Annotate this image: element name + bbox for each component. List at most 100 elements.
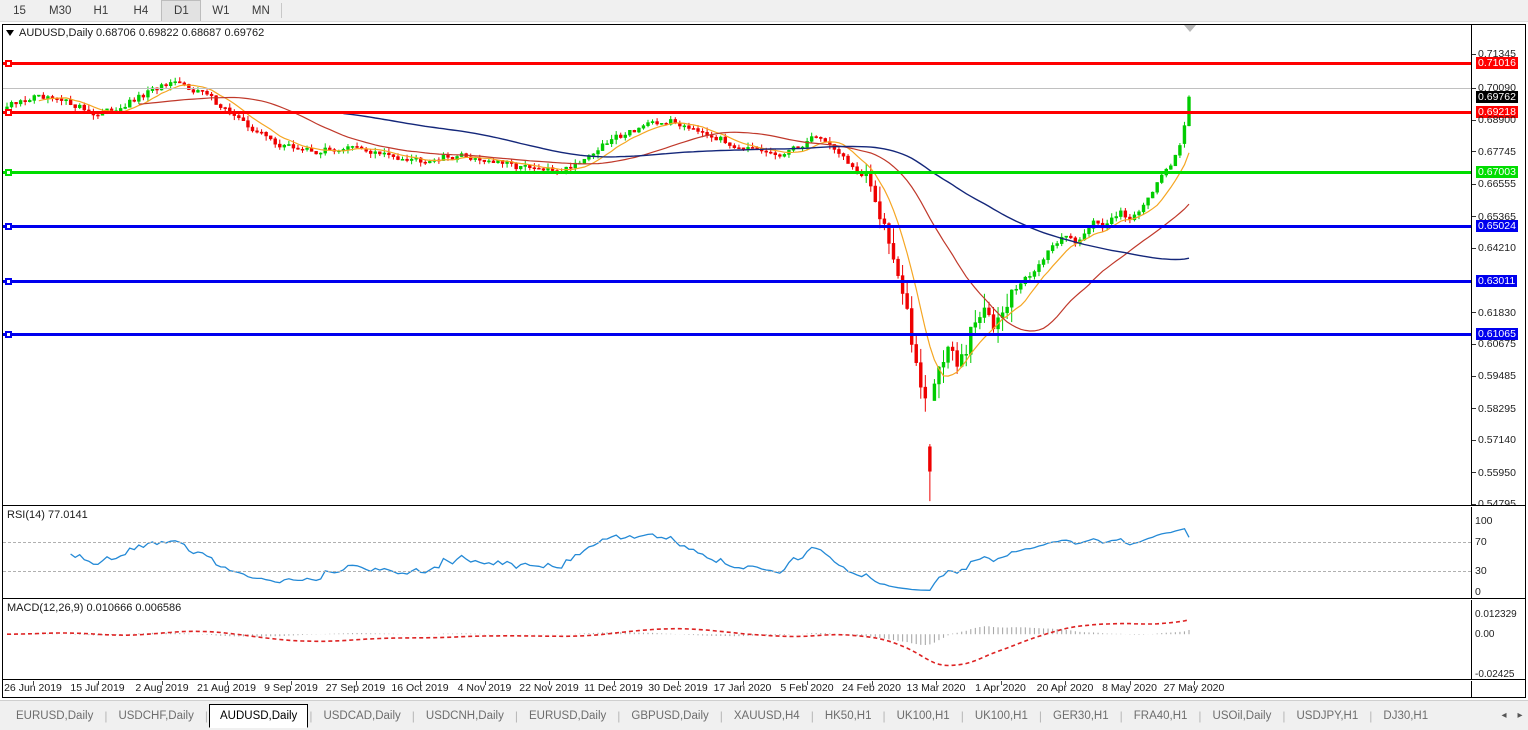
chart-tab-fra40-h1[interactable]: FRA40,H1 (1133, 709, 1188, 722)
collapse-triangle-icon[interactable] (6, 30, 14, 36)
level-line-handle[interactable] (5, 330, 12, 338)
tab-separator: | (309, 708, 313, 723)
timeframe-button-m30[interactable]: M30 (49, 4, 72, 17)
tab-separator: | (411, 708, 415, 723)
price-tick-0-69218[interactable]: 0.69218 (1472, 105, 1525, 118)
chart-tab-usdcad-daily[interactable]: USDCAD,Daily (323, 709, 401, 722)
rsi-pane[interactable]: RSI(14) 77.0141 100 70 30 0 (3, 507, 1525, 599)
rsi-level-70 (3, 542, 1471, 544)
macd-tick-1: 0.00 (1475, 628, 1495, 640)
price-plot-area[interactable] (3, 25, 1471, 505)
timeframe-button-h1[interactable]: H1 (93, 4, 109, 17)
price-tick-label: 0.60675 (1478, 338, 1516, 351)
date-tick-mark (484, 681, 486, 685)
level-line-resistance-upper[interactable] (3, 59, 1471, 67)
timeframe-button-mn[interactable]: MN (251, 4, 270, 17)
chart-tab-uk100-h1[interactable]: UK100,H1 (974, 709, 1028, 722)
date-axis: 26 Jun 2019 15 Jul 2019 2 Aug 2019 21 Aug 2… (3, 681, 1525, 697)
chart-tab-gbpusd-daily[interactable]: GBPUSD,Daily (631, 709, 709, 722)
timeframe-button-d1[interactable]: D1 (161, 0, 202, 21)
chart-tab-xauusd-h4[interactable]: XAUUSD,H4 (733, 709, 800, 722)
price-tick-label: 0.67745 (1478, 145, 1516, 158)
current-price-gridline (3, 88, 1471, 90)
date-label: 30 Dec 2019 (648, 682, 708, 694)
chart-position-marker-icon[interactable] (1184, 25, 1196, 32)
level-line-support-1[interactable] (3, 222, 1471, 230)
tick-dash-icon (1472, 183, 1476, 185)
tabstrip-scroll-right-button[interactable]: ▸ (1517, 710, 1523, 721)
level-line-handle[interactable] (5, 108, 12, 116)
timeframe-button-w1[interactable]: W1 (212, 4, 230, 17)
tick-dash-icon (1472, 343, 1476, 345)
macd-axis-labels: 0.012329 0.00 -0.02425 (1472, 600, 1525, 680)
chart-tab-uk100-h1[interactable]: UK100,H1 (896, 709, 950, 722)
candlestick-svg (5, 77, 1191, 502)
price-tick-label: 0.54795 (1478, 498, 1516, 506)
macd-pane[interactable]: MACD(12,26,9) 0.010666 0.006586 0.012329… (3, 600, 1525, 680)
date-tick-mark (549, 681, 550, 685)
tabstrip-scroll-left-button[interactable]: ◂ (1501, 710, 1507, 721)
chart-tab-audusd-daily[interactable]: AUDUSD,Daily (208, 703, 309, 728)
level-line-support-2[interactable] (3, 277, 1471, 285)
price-tick-0-71016[interactable]: 0.71016 (1472, 56, 1525, 69)
macd-tick-2: -0.02425 (1475, 668, 1515, 680)
price-tick-0-61830: 0.61830 (1472, 307, 1525, 319)
timeframe-button-h4[interactable]: H4 (133, 4, 149, 17)
price-tick-label: 0.65365 (1478, 210, 1516, 223)
price-tick-0-65024[interactable]: 0.65024 (1472, 219, 1525, 232)
price-axis-labels[interactable]: 0.71345 0.71016 0.70090 0.69762 0.69218 0.689… (1472, 25, 1525, 505)
level-line-resistance-lower[interactable] (3, 108, 1471, 116)
candles-group (5, 77, 1191, 502)
rsi-plot-area[interactable] (3, 507, 1471, 598)
rsi-line (70, 527, 1190, 591)
level-line-handle[interactable] (5, 277, 12, 285)
price-tick-label: 0.66555 (1478, 178, 1516, 191)
tick-dash-icon (1472, 503, 1476, 505)
price-tick-0-69762[interactable]: 0.69762 (1472, 91, 1525, 104)
price-tick-label: 0.58295 (1478, 402, 1516, 415)
tab-separator: | (204, 708, 208, 723)
chart-tab-eurusd-daily[interactable]: EURUSD,Daily (528, 709, 607, 722)
price-tick-0-57140: 0.57140 (1472, 434, 1525, 446)
chart-tab-usoil-daily[interactable]: USOil,Daily (1212, 709, 1272, 722)
price-tick-0-61065[interactable]: 0.61065 (1472, 327, 1525, 340)
tab-separator: | (514, 708, 518, 723)
chart-tab-usdchf-daily[interactable]: USDCHF,Daily (118, 709, 194, 722)
level-line-handle[interactable] (5, 59, 12, 67)
price-pane[interactable]: AUDUSD,Daily 0.68706 0.69822 0.68687 0.6… (3, 25, 1525, 506)
price-tick-label: 0.69762 (1476, 91, 1518, 104)
ma-fast-orange-line (38, 84, 1190, 377)
chart-tab-usdcnh-daily[interactable]: USDCNH,Daily (425, 709, 504, 722)
date-label: 24 Feb 2020 (842, 682, 901, 694)
chart-tab-usdjpy-h1[interactable]: USDJPY,H1 (1296, 709, 1359, 722)
price-tick-0-59485: 0.59485 (1472, 370, 1525, 382)
date-label: 21 Aug 2019 (197, 682, 256, 694)
chart-frame[interactable]: AUDUSD,Daily 0.68706 0.69822 0.68687 0.6… (2, 24, 1526, 698)
tab-separator: | (882, 708, 886, 723)
price-tick-0-67003[interactable]: 0.67003 (1472, 166, 1525, 179)
chart-tab-eurusd-daily[interactable]: EURUSD,Daily (16, 709, 94, 722)
level-line-support-3[interactable] (3, 330, 1471, 338)
toolbar-divider (281, 3, 283, 18)
tab-separator: | (1038, 708, 1042, 723)
date-label: 5 Feb 2020 (780, 682, 834, 694)
timeframe-button-15[interactable]: 15 (13, 4, 26, 17)
date-tick-mark (613, 681, 615, 685)
level-line-pivot-green[interactable] (3, 169, 1471, 177)
price-tick-0-63011[interactable]: 0.63011 (1472, 274, 1525, 287)
chart-tab-hk50-h1[interactable]: HK50,H1 (824, 709, 872, 722)
level-line-bar (3, 224, 1471, 228)
macd-tick-0: 0.012329 (1475, 608, 1517, 620)
chart-tab-dj30-h1[interactable]: DJ30,H1 (1383, 709, 1429, 722)
level-line-handle[interactable] (5, 222, 12, 230)
chart-tabstrip[interactable]: EURUSD,Daily | USDCHF,Daily | AUDUSD,Daily | U… (0, 700, 1528, 730)
level-line-bar (3, 110, 1471, 114)
timeframe-list: 15 M30 H1 H4 D1 W1 MN (0, 0, 281, 21)
tab-separator: | (810, 708, 814, 723)
price-tick-label: 0.65024 (1476, 219, 1518, 232)
price-tick-label: 0.61065 (1476, 327, 1518, 340)
chart-tab-ger30-h1[interactable]: GER30,H1 (1053, 709, 1109, 722)
level-line-handle[interactable] (5, 169, 12, 177)
price-tick-label: 0.63011 (1476, 274, 1518, 287)
macd-plot-area[interactable] (3, 600, 1471, 679)
